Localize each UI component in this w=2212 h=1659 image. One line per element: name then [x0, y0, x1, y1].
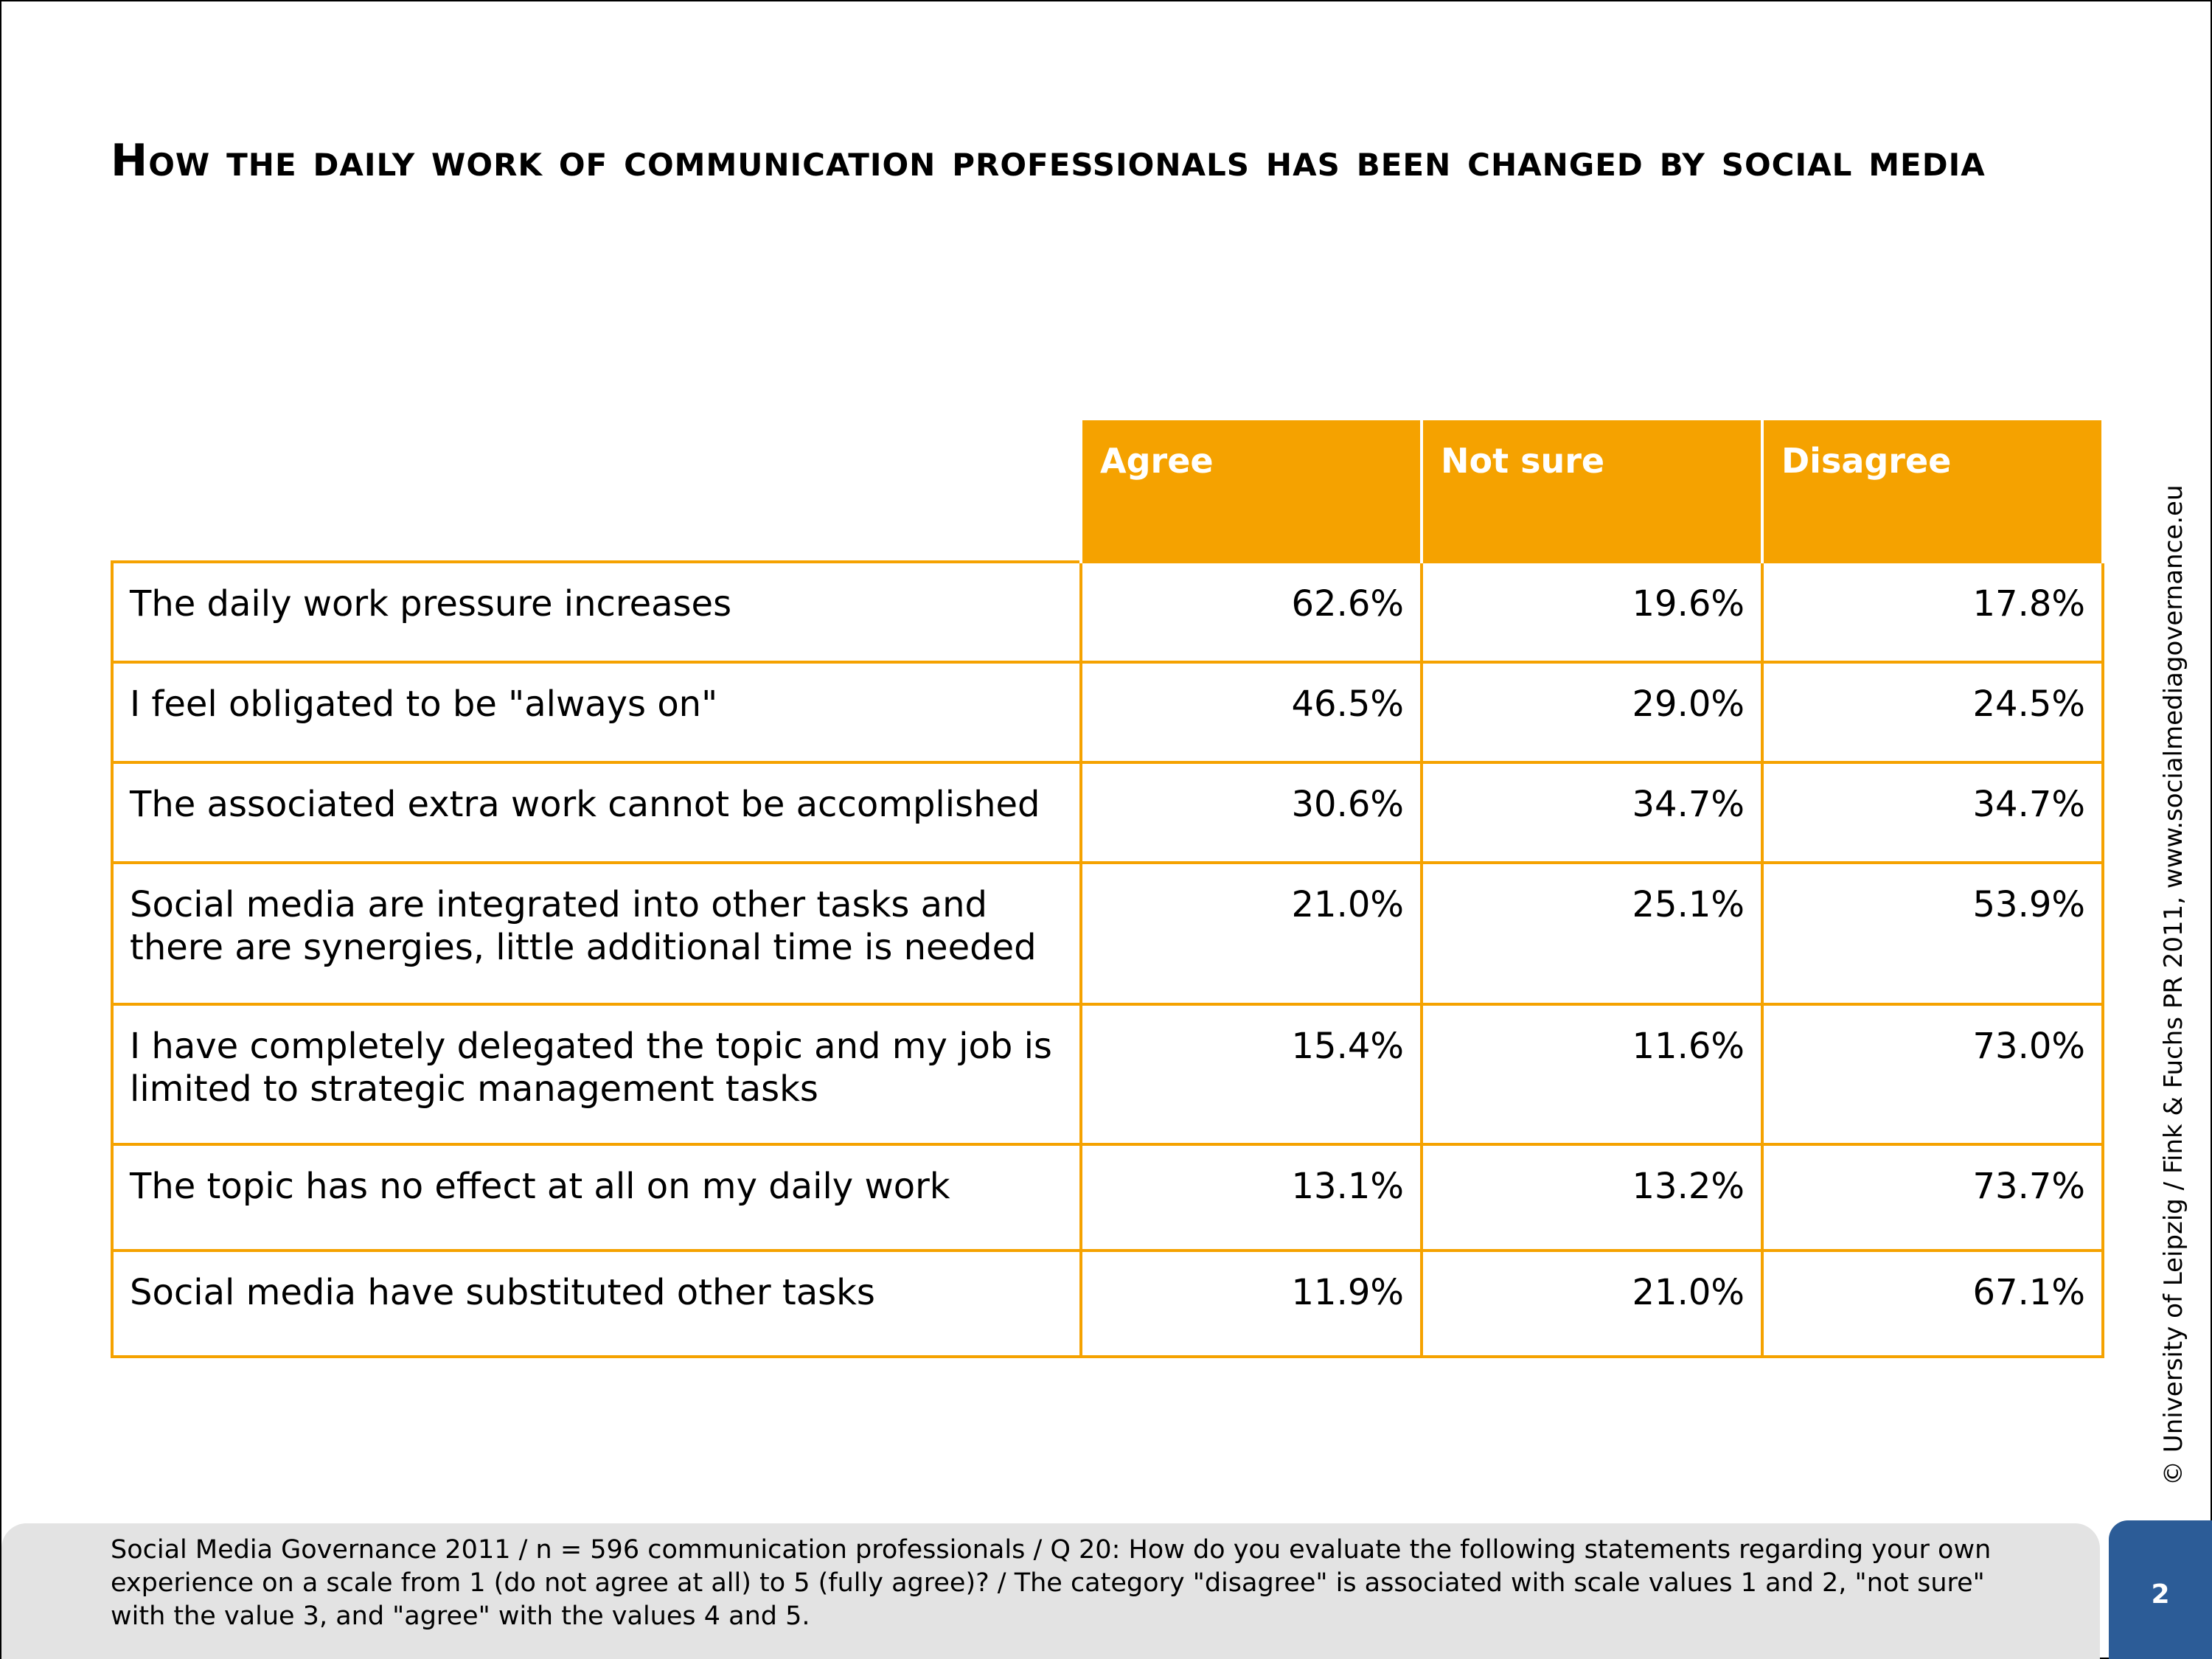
statement-label: I feel obligated to be "always on" [111, 661, 1082, 764]
footnote-bar [1, 1523, 2100, 1659]
copyright-notice: © University of Leipzig / Fink & Fuchs P… [2159, 484, 2188, 1486]
agree-value: 15.4% [1079, 1003, 1423, 1146]
table-row: The daily work pressure increases 62.6% … [111, 560, 2104, 664]
agree-value: 46.5% [1079, 661, 1423, 764]
table-header-row: Agree Not sure Disagree [112, 420, 2104, 562]
not-sure-value: 25.1% [1420, 861, 1764, 1006]
not-sure-value: 21.0% [1420, 1249, 1764, 1358]
statement-label: Social media have substituted other task… [111, 1249, 1082, 1358]
not-sure-value: 13.2% [1420, 1143, 1764, 1252]
table-row: The associated extra work cannot be acco… [111, 761, 2104, 864]
disagree-value: 34.7% [1761, 761, 2104, 864]
source-footnote: Social Media Governance 2011 / n = 596 c… [111, 1535, 1992, 1631]
agree-value: 62.6% [1079, 560, 1423, 664]
statement-label: The topic has no effect at all on my dai… [111, 1143, 1082, 1252]
table-row: Social media have substituted other task… [111, 1249, 2104, 1358]
not-sure-value: 19.6% [1420, 560, 1764, 664]
statement-label: I have completely delegated the topic an… [111, 1003, 1082, 1146]
not-sure-value: 11.6% [1420, 1003, 1764, 1146]
agree-value: 30.6% [1079, 761, 1423, 864]
page-number-box [2109, 1520, 2212, 1659]
header-disagree: Disagree [1761, 420, 2104, 562]
header-agree: Agree [1079, 420, 1423, 562]
table-row: The topic has no effect at all on my dai… [111, 1143, 2104, 1252]
page-number: 2 [2151, 1579, 2170, 1610]
disagree-value: 73.0% [1761, 1003, 2104, 1146]
table-row: I feel obligated to be "always on" 46.5%… [111, 661, 2104, 764]
agree-value: 21.0% [1079, 861, 1423, 1006]
not-sure-value: 34.7% [1420, 761, 1764, 864]
statement-label: Social media are integrated into other t… [111, 861, 1082, 1006]
statement-label: The daily work pressure increases [111, 560, 1082, 664]
statement-label: The associated extra work cannot be acco… [111, 761, 1082, 864]
disagree-value: 73.7% [1761, 1143, 2104, 1252]
disagree-value: 17.8% [1761, 560, 2104, 664]
table-row: I have completely delegated the topic an… [111, 1003, 2104, 1146]
disagree-value: 24.5% [1761, 661, 2104, 764]
header-not-sure: Not sure [1420, 420, 1764, 562]
agree-value: 13.1% [1079, 1143, 1423, 1252]
table-row: Social media are integrated into other t… [111, 861, 2104, 1006]
agree-value: 11.9% [1079, 1249, 1423, 1358]
disagree-value: 53.9% [1761, 861, 2104, 1006]
slide-title: How the daily work of communication prof… [111, 135, 1986, 187]
results-table: Agree Not sure Disagree The daily work p… [111, 420, 2104, 1358]
not-sure-value: 29.0% [1420, 661, 1764, 764]
disagree-value: 67.1% [1761, 1249, 2104, 1358]
header-blank-cell [112, 420, 1081, 562]
